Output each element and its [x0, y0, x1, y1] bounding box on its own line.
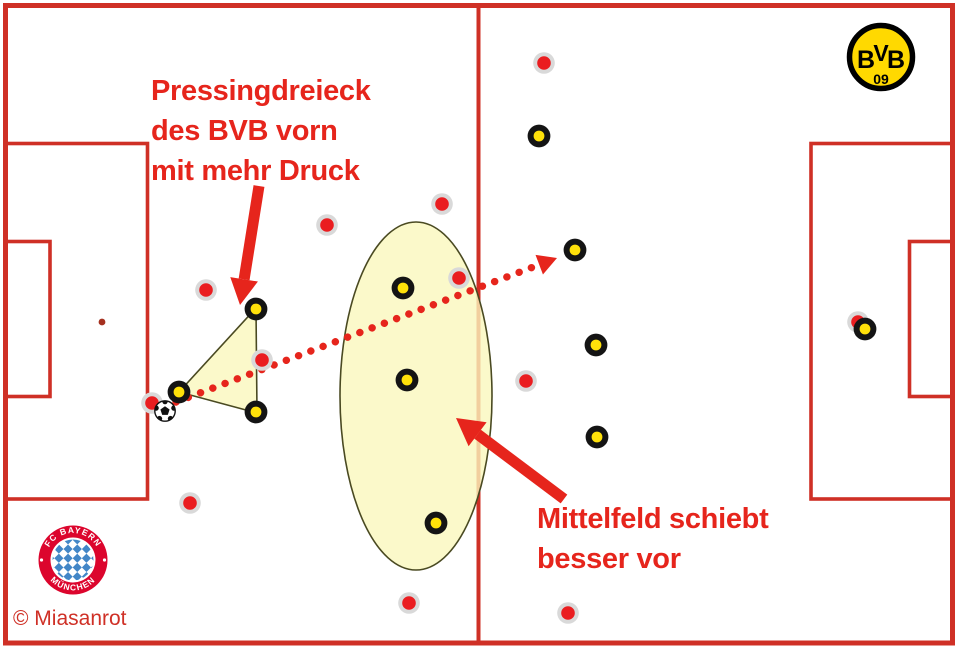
- bvb-player-dot: [585, 425, 609, 449]
- bvb-player-dot: [395, 368, 419, 392]
- annotation-arrows: [172, 185, 568, 504]
- bayern-player-dot: [515, 370, 537, 392]
- bvb-logo-year: 09: [873, 71, 889, 87]
- pressing-label-line: mit mehr Druck: [151, 155, 360, 187]
- bayern-player-dot: [431, 193, 453, 215]
- left-penalty-box: [3, 141, 150, 501]
- bvb-logo-letter: B: [887, 46, 905, 74]
- midfield-arrow: [456, 418, 568, 504]
- pressing-label-line: des BVB vorn: [151, 115, 338, 147]
- bayern-logo-dot: [102, 558, 107, 562]
- bvb-player-dot: [584, 333, 608, 357]
- bayern-logo-dot: [39, 558, 44, 562]
- bvb-player-dot: [527, 124, 551, 148]
- right-goal-box: [907, 239, 955, 399]
- bvb-logo-letter: B: [857, 46, 875, 74]
- pressing-arrow: [230, 185, 265, 305]
- bayern-player-dot: [448, 267, 470, 289]
- midfield-label-line: besser vor: [537, 543, 681, 575]
- bayern-player-dot: [251, 349, 273, 371]
- bayern-player-dot: [533, 52, 555, 74]
- credit-text: © Miasanrot: [13, 607, 127, 630]
- pressing-label: Pressingdreieck des BVB vorn mit mehr Dr…: [151, 71, 371, 191]
- bvb-player-dot: [563, 238, 587, 262]
- pressing-label-line: Pressingdreieck: [151, 75, 371, 107]
- bayern-player-dot: [195, 279, 217, 301]
- bvb-player-dot: [167, 380, 191, 404]
- bvb-player-dot: [391, 276, 415, 300]
- bvb-player-dot: [244, 400, 268, 424]
- bayern-player-dot: [398, 592, 420, 614]
- right-penalty-box: [809, 141, 955, 501]
- left-goal-box: [3, 239, 52, 399]
- highlight-zones: [177, 221, 493, 571]
- left-penalty-spot: [98, 318, 106, 326]
- bvb-logo: B V B 09: [846, 22, 916, 92]
- bvb-player-dot: [853, 317, 877, 341]
- bayern-logo-lozenge: [52, 539, 94, 581]
- player-markers: [141, 52, 877, 624]
- bvb-logo-letter: V: [873, 40, 889, 66]
- bayern-player-dot: [557, 602, 579, 624]
- bvb-player-dot: [424, 511, 448, 535]
- midfield-label-line: Mittelfeld schiebt: [537, 503, 769, 535]
- bayern-player-dot: [316, 214, 338, 236]
- bvb-player-dot: [244, 297, 268, 321]
- pass-arrow: [172, 254, 557, 406]
- midfield-label: Mittelfeld schiebt besser vor: [537, 499, 769, 579]
- bayern-player-dot: [179, 492, 201, 514]
- bayern-logo: FC BAYERN MÜNCHEN: [38, 525, 108, 595]
- bvb-logo-circle: [846, 22, 916, 92]
- midfield-ellipse: [339, 221, 493, 571]
- ball-icon: [154, 400, 176, 422]
